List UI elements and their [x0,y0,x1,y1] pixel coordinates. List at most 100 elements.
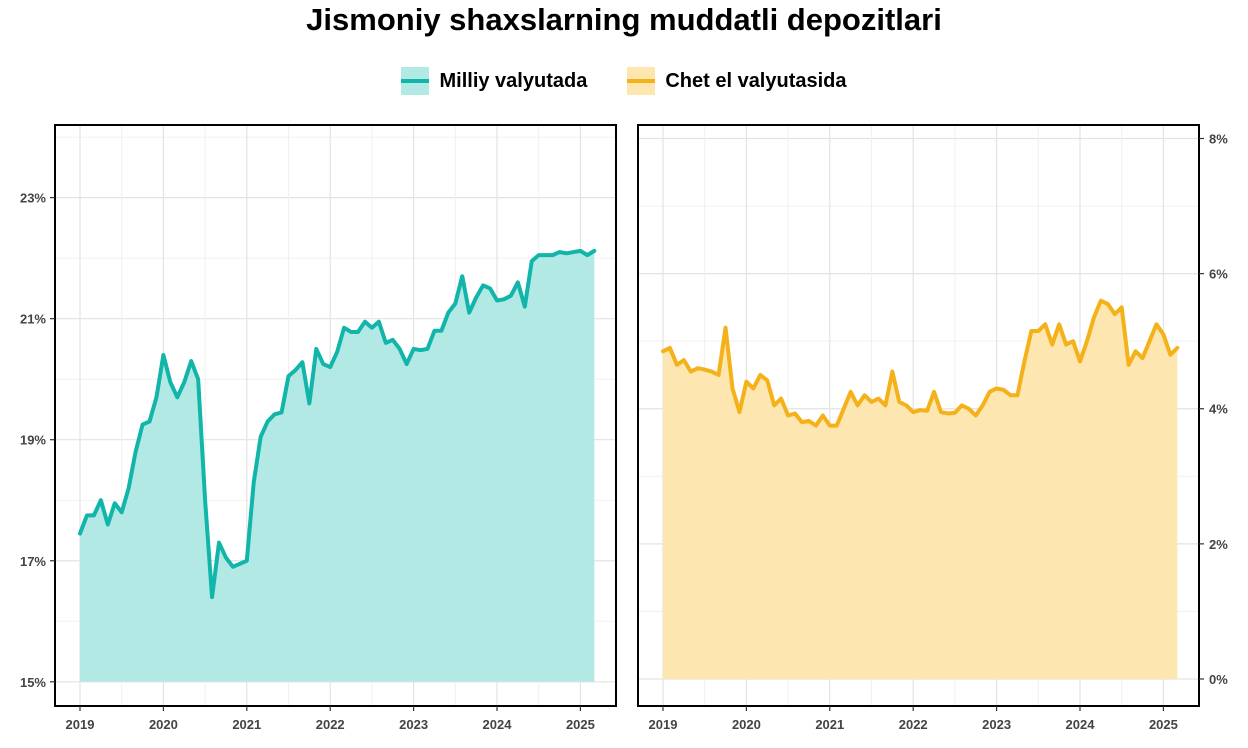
data-point-chet-el [871,401,873,403]
data-point-chet-el [704,369,706,371]
data-point-chet-el [1017,394,1019,396]
data-point-milliy [510,295,512,297]
data-point-milliy [274,413,276,415]
data-point-chet-el [766,380,768,382]
data-point-chet-el [926,410,928,412]
data-point-chet-el [968,408,970,410]
data-point-milliy [566,253,568,255]
data-point-chet-el [1100,300,1102,302]
data-point-milliy [580,250,582,252]
y-tick-label: 19% [20,433,46,448]
data-point-chet-el [1128,364,1130,366]
legend-item-chet-el: Chet el valyutasida [627,64,847,98]
data-point-milliy [357,331,359,333]
data-point-chet-el [1044,324,1046,326]
data-point-milliy [197,378,199,380]
y-tick-label: 4% [1209,402,1228,417]
y-tick-label: 15% [20,675,46,690]
data-point-chet-el [697,367,699,369]
data-point-milliy [524,306,526,308]
data-point-chet-el [975,415,977,417]
y-tick-label: 0% [1209,672,1228,687]
x-tick-label: 2020 [732,717,761,732]
data-point-milliy [455,303,457,305]
data-point-milliy [204,499,206,501]
data-point-milliy [253,481,255,483]
data-point-chet-el [690,371,692,373]
data-point-chet-el [919,409,921,411]
data-point-chet-el [1072,340,1074,342]
series-line-milliy [78,248,597,600]
legend-key-milliy [401,67,430,95]
x-tick-label: 2024 [483,717,513,732]
data-point-milliy [468,312,470,314]
data-point-milliy [378,321,380,323]
data-point-chet-el [857,405,859,407]
legend: Milliy valyutada Chet el valyutasida [0,64,1248,98]
data-point-milliy [107,524,109,526]
data-point-milliy [239,563,241,565]
data-point-milliy [406,363,408,365]
x-tick-label: 2024 [1066,717,1096,732]
data-point-milliy [183,381,185,383]
data-point-milliy [149,421,151,423]
data-point-chet-el [850,391,852,393]
data-point-milliy [559,251,561,253]
data-point-chet-el [1093,317,1095,319]
data-point-chet-el [947,413,949,415]
data-point-chet-el [885,405,887,407]
y-tick-label: 6% [1209,267,1228,282]
data-point-chet-el [760,374,762,376]
y-tick-label: 8% [1209,132,1228,147]
data-point-chet-el [864,394,866,396]
data-point-milliy [128,487,130,489]
data-point-chet-el [1156,324,1158,326]
data-point-chet-el [711,371,713,373]
data-point-milliy [309,403,311,405]
data-point-chet-el [739,411,741,413]
data-point-milliy [475,297,477,299]
data-point-milliy [427,348,429,350]
data-point-milliy [482,285,484,287]
data-point-chet-el [780,398,782,400]
data-point-chet-el [1010,394,1012,396]
data-point-milliy [86,515,88,517]
data-point-milliy [79,533,81,535]
data-point-chet-el [1107,303,1109,305]
data-point-chet-el [676,364,678,366]
area-fill-milliy [80,250,595,682]
data-point-chet-el [725,327,727,329]
data-point-milliy [281,412,283,414]
data-point-chet-el [1051,344,1053,346]
data-point-milliy [461,276,463,278]
data-point-chet-el [773,405,775,407]
data-point-milliy [302,361,304,363]
data-point-chet-el [801,421,803,423]
data-point-milliy [587,254,589,256]
data-point-chet-el [822,415,824,417]
data-point-milliy [225,557,227,559]
data-point-milliy [170,381,172,383]
data-point-milliy [594,250,596,252]
data-point-milliy [420,349,422,351]
data-point-chet-el [905,405,907,407]
data-point-chet-el [899,401,901,403]
data-point-milliy [260,436,262,438]
data-point-chet-el [732,388,734,390]
data-point-chet-el [1149,340,1151,342]
data-point-chet-el [989,391,991,393]
data-point-chet-el [683,359,685,361]
data-point-milliy [496,300,498,302]
data-point-chet-el [794,413,796,415]
legend-key-chet-el [627,67,656,95]
data-point-chet-el [718,374,720,376]
data-point-milliy [350,331,352,333]
data-point-milliy [121,512,123,514]
data-point-milliy [517,282,519,284]
x-tick-label: 2019 [649,717,678,732]
data-point-milliy [329,366,331,368]
y-tick-label: 17% [20,554,46,569]
data-point-chet-el [808,420,810,422]
data-point-milliy [135,451,137,453]
